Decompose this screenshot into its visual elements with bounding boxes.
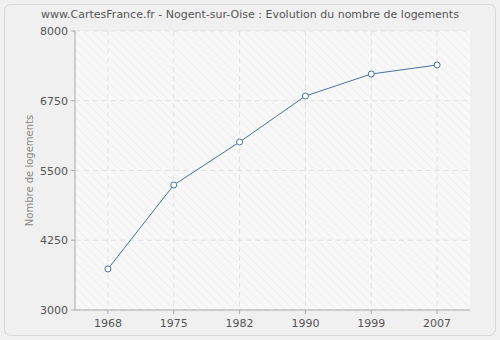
tick-label-x: 1975 xyxy=(160,317,188,330)
tick-x xyxy=(305,310,306,314)
marker xyxy=(171,182,177,188)
background xyxy=(0,0,500,340)
tick-y xyxy=(71,100,75,101)
axis-y xyxy=(75,31,76,310)
chart: www.CartesFrance.fr - Nogent-sur-Oise : … xyxy=(0,0,500,340)
marker xyxy=(434,62,440,68)
tick-x xyxy=(173,310,174,314)
tick-label-x: 1982 xyxy=(226,317,254,330)
tick-y xyxy=(71,31,75,32)
tick-x xyxy=(371,310,372,314)
tick-x xyxy=(107,310,108,314)
tick-x xyxy=(239,310,240,314)
grid-y xyxy=(75,170,470,171)
marker xyxy=(237,139,243,145)
marker xyxy=(302,93,308,99)
tick-label-y: 6750 xyxy=(40,95,68,108)
y-label: Nombre de logements xyxy=(24,115,35,226)
grid-y xyxy=(75,31,470,32)
tick-y xyxy=(71,240,75,241)
tick-label-x: 2007 xyxy=(423,317,451,330)
tick-label-x: 1990 xyxy=(291,317,319,330)
plot-area xyxy=(75,31,470,310)
tick-label-y: 4250 xyxy=(40,234,68,247)
grid-x xyxy=(305,31,306,310)
tick-y xyxy=(71,310,75,311)
panel xyxy=(5,5,496,336)
tick-y xyxy=(71,170,75,171)
tick-label-x: 1999 xyxy=(357,317,385,330)
tick-label-x: 1968 xyxy=(94,317,122,330)
grid-y xyxy=(75,310,470,311)
tick-label-y: 3000 xyxy=(40,304,68,317)
grid-x xyxy=(437,31,438,310)
tick-label-y: 5500 xyxy=(40,165,68,178)
grid-y xyxy=(75,240,470,241)
tick-label-y: 8000 xyxy=(40,25,68,38)
marker xyxy=(105,266,111,272)
axis-x xyxy=(75,310,470,311)
grid-y xyxy=(75,100,470,101)
marker xyxy=(368,71,374,77)
grid-x xyxy=(173,31,174,310)
grid-x xyxy=(239,31,240,310)
line xyxy=(108,65,437,269)
title: www.CartesFrance.fr - Nogent-sur-Oise : … xyxy=(41,8,459,21)
series xyxy=(105,62,440,272)
tick-x xyxy=(437,310,438,314)
